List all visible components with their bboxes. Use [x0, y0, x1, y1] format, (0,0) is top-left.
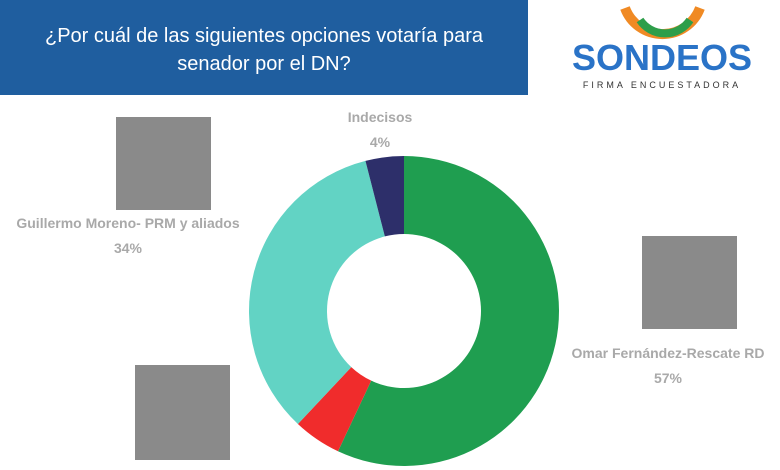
slice-label: Guillermo Moreno- PRM y aliados	[16, 215, 239, 231]
photo	[135, 365, 230, 460]
logo-tagline: FIRMA ENCUESTADORA	[583, 80, 741, 90]
logo-name: SONDEOS	[572, 37, 752, 78]
value-label: 4%	[370, 134, 391, 150]
slice	[365, 156, 404, 237]
slice	[297, 367, 372, 452]
logo: SONDEOS FIRMA ENCUESTADORA	[572, 6, 752, 90]
header-band	[0, 0, 528, 95]
slice	[248, 160, 385, 424]
photo	[642, 236, 737, 329]
chart-title: ¿Por cuál de las siguientes opciones vot…	[45, 25, 484, 75]
photo	[116, 117, 211, 210]
slice-label: Omar Fernández-Rescate RD	[572, 345, 765, 361]
value-label: 57%	[654, 370, 683, 386]
slice	[338, 156, 559, 466]
value-label: 34%	[114, 240, 143, 256]
slice-label: Indecisos	[348, 109, 413, 125]
